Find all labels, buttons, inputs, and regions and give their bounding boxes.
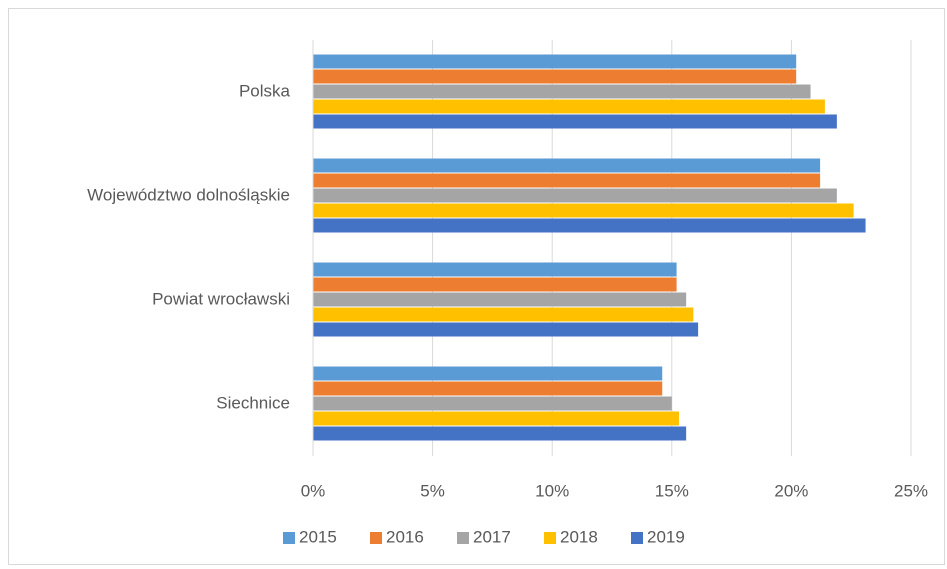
- y-tick-label: Powiat wrocławski: [152, 289, 290, 308]
- legend-label: 2015: [299, 527, 337, 546]
- y-tick-label: Siechnice: [216, 393, 290, 412]
- bar: [313, 262, 677, 277]
- x-tick-label: 20%: [774, 481, 808, 500]
- bar: [313, 114, 837, 129]
- y-tick-label: Polska: [239, 81, 291, 100]
- legend-swatch: [631, 532, 643, 544]
- bar: [313, 69, 797, 84]
- legend-label: 2017: [473, 527, 511, 546]
- bar: [313, 54, 797, 69]
- bar: [313, 381, 663, 396]
- legend-swatch: [370, 532, 382, 544]
- y-tick-label: Województwo dolnośląskie: [87, 185, 290, 204]
- legend-swatch: [457, 532, 469, 544]
- bar: [313, 292, 687, 307]
- legend-swatch: [544, 532, 556, 544]
- bar: [313, 218, 866, 233]
- legend-label: 2016: [386, 527, 424, 546]
- x-tick-label: 5%: [420, 481, 445, 500]
- bar: [313, 366, 663, 381]
- x-tick-label: 25%: [894, 481, 928, 500]
- bar: [313, 203, 854, 218]
- x-tick-label: 0%: [301, 481, 326, 500]
- bar: [313, 277, 677, 292]
- bar: [313, 158, 821, 173]
- x-tick-label: 10%: [535, 481, 569, 500]
- bar: [313, 84, 811, 99]
- bar: [313, 322, 699, 337]
- bar: [313, 173, 821, 188]
- bar: [313, 188, 837, 203]
- x-tick-label: 15%: [655, 481, 689, 500]
- bar: [313, 426, 687, 441]
- bar: [313, 307, 694, 322]
- legend-label: 2019: [647, 527, 685, 546]
- bar: [313, 99, 825, 114]
- bar: [313, 396, 672, 411]
- bar: [313, 411, 679, 426]
- legend-label: 2018: [560, 527, 598, 546]
- legend-swatch: [283, 532, 295, 544]
